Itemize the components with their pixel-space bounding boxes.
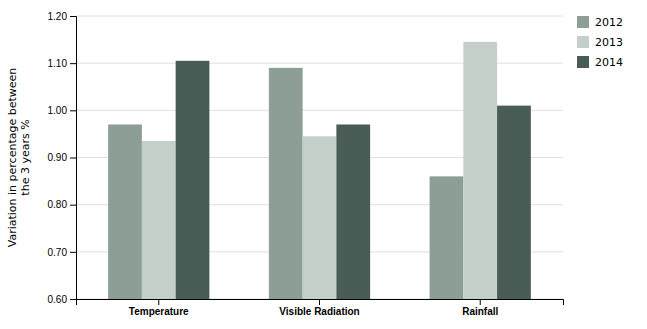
y-tick-label: 0.80 xyxy=(48,199,68,210)
bar xyxy=(142,141,176,299)
bars xyxy=(108,42,531,299)
y-tick-mark xyxy=(70,158,76,159)
bar xyxy=(497,106,531,299)
y-tick: 0.70 xyxy=(48,247,76,258)
x-tick-mark xyxy=(480,299,481,305)
bar xyxy=(303,136,337,299)
grid-line xyxy=(76,16,563,17)
y-tick-label: 1.00 xyxy=(48,105,68,116)
x-tick-label: Temperature xyxy=(129,306,189,317)
legend-swatch xyxy=(577,56,589,68)
y-tick: 1.10 xyxy=(48,58,76,69)
x-tick: Visible Radiation xyxy=(279,299,359,317)
x-tick-mark xyxy=(319,299,320,305)
bar xyxy=(176,61,210,299)
y-tick-label: 1.10 xyxy=(48,58,68,69)
y-tick-mark xyxy=(70,16,76,17)
legend: 2012 2013 2014 xyxy=(577,16,623,69)
y-axis: 0.60 0.70 0.80 0.90 1.00 1.10 1.20 xyxy=(48,11,77,305)
y-tick: 1.00 xyxy=(48,105,76,116)
legend-swatch xyxy=(577,16,589,28)
x-tick: Temperature xyxy=(129,299,189,317)
legend-item: 2012 xyxy=(577,16,623,29)
y-tick-label: 0.70 xyxy=(48,247,68,258)
legend-item: 2014 xyxy=(577,56,623,69)
y-tick: 1.20 xyxy=(48,11,76,22)
x-tick-label: Visible Radiation xyxy=(279,306,359,317)
x-axis: Temperature Visible Radiation Rainfall xyxy=(77,299,564,317)
plot: 0.60 0.70 0.80 0.90 1.00 1.10 1.20 Temperature V… xyxy=(48,11,564,329)
y-tick-label: 0.90 xyxy=(48,152,68,163)
y-tick: 0.60 xyxy=(48,294,76,305)
legend-label: 2014 xyxy=(595,56,623,69)
x-axis-line xyxy=(77,300,564,306)
bar xyxy=(430,176,464,299)
y-tick-mark xyxy=(70,205,76,206)
bar xyxy=(336,124,370,299)
y-tick: 0.90 xyxy=(48,152,76,163)
y-tick-label: 0.60 xyxy=(48,294,68,305)
x-tick-label: Rainfall xyxy=(462,306,498,317)
legend-swatch xyxy=(577,36,589,48)
y-axis-title: Variation in percentage betweenthe 3 yea… xyxy=(6,68,32,248)
y-tick-label: 1.20 xyxy=(48,11,68,22)
legend-label: 2012 xyxy=(595,16,623,29)
y-tick-mark xyxy=(70,110,76,111)
chart: 0.60 0.70 0.80 0.90 1.00 1.10 1.20 Temperature V… xyxy=(0,0,647,329)
x-tick: Rainfall xyxy=(462,299,498,317)
legend-item: 2013 xyxy=(577,36,623,49)
bar xyxy=(108,124,142,299)
bar xyxy=(463,42,497,299)
y-tick-mark xyxy=(70,252,76,253)
legend-label: 2013 xyxy=(595,36,623,49)
y-tick-mark xyxy=(70,63,76,64)
bar xyxy=(269,68,303,299)
y-axis-line xyxy=(70,17,77,300)
y-tick-mark xyxy=(70,299,76,300)
y-tick: 0.80 xyxy=(48,199,76,210)
x-tick-mark xyxy=(158,299,159,305)
